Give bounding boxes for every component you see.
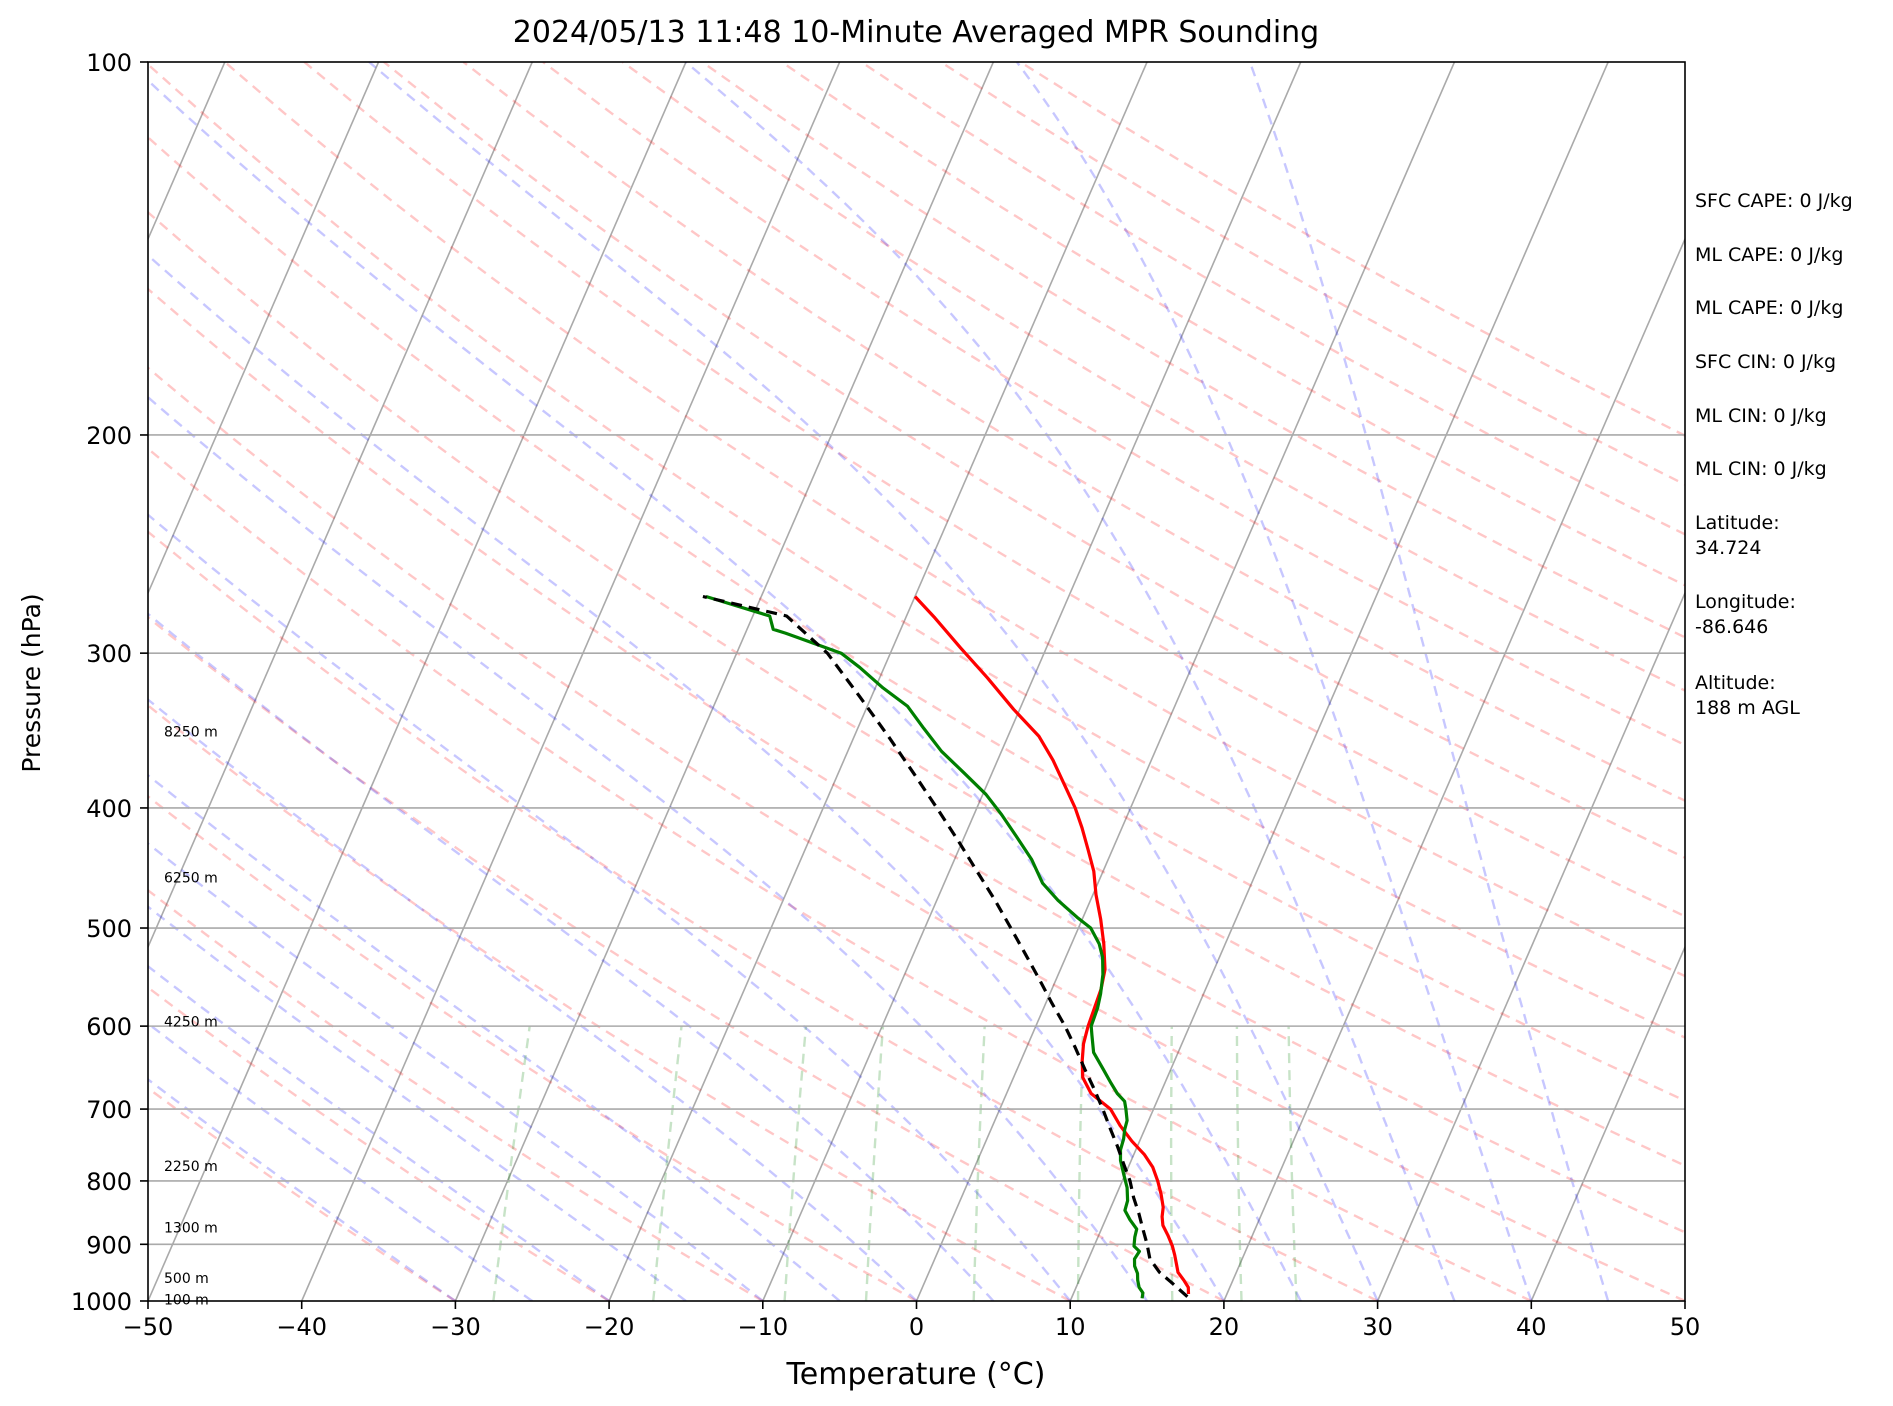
y-axis-ticks: 100 200 300 400 500 600 700 800 900 1000 xyxy=(71,49,148,1316)
dry-adiabat-line xyxy=(148,530,1379,1301)
x-tick-label: −40 xyxy=(276,1313,327,1341)
isotherm-line xyxy=(1376,590,1685,1301)
height-label: 8250 m xyxy=(164,724,218,740)
ml-cape-text-2: ML CAPE: 0 J/kg xyxy=(1695,297,1844,319)
y-tick-label: 500 xyxy=(86,915,132,943)
x-tick-label: 0 xyxy=(909,1313,924,1341)
dry-adiabat-line xyxy=(148,135,1685,1103)
dry-adiabat-line xyxy=(224,62,1685,978)
x-tick-label: −50 xyxy=(123,1313,174,1341)
dewpoint-line xyxy=(705,594,1145,1299)
isotherm-line xyxy=(1530,944,1685,1301)
y-tick-label: 900 xyxy=(86,1231,132,1259)
ml-cape-text: ML CAPE: 0 J/kg xyxy=(1695,244,1844,266)
height-label: 1300 m xyxy=(164,1220,218,1236)
parcel-line xyxy=(702,594,1189,1298)
altitude-value: 188 m AGL xyxy=(1695,697,1800,719)
x-tick-label: 50 xyxy=(1670,1313,1701,1341)
dry-adiabat-line xyxy=(148,794,918,1301)
series-layer xyxy=(702,594,1191,1299)
moist-adiabat-line xyxy=(148,1077,457,1301)
isotherm-line xyxy=(1069,62,1609,1301)
x-tick-label: −30 xyxy=(430,1313,481,1341)
chart-title: 2024/05/13 11:48 10-Minute Averaged MPR … xyxy=(513,15,1319,50)
moist-adiabat-line xyxy=(684,62,1456,1301)
y-tick-label: 400 xyxy=(86,795,132,823)
ml-cin-text-2: ML CIN: 0 J/kg xyxy=(1695,458,1827,480)
x-tick-label: 20 xyxy=(1209,1313,1240,1341)
dry-adiabat-line xyxy=(462,62,1685,803)
dry-adiabat-line xyxy=(621,62,1685,692)
x-axis-label: Temperature (°C) xyxy=(786,1357,1046,1392)
ml-cin-text: ML CIN: 0 J/kg xyxy=(1695,405,1827,427)
dry-adiabat-line xyxy=(148,366,1685,1301)
isotherm-line xyxy=(300,62,841,1301)
moist-adiabat-line xyxy=(148,964,610,1301)
y-tick-label: 700 xyxy=(86,1096,132,1124)
x-tick-label: −20 xyxy=(584,1313,635,1341)
isotherm-line xyxy=(762,62,1302,1301)
y-tick-label: 200 xyxy=(86,422,132,450)
y-tick-label: 100 xyxy=(86,49,132,77)
isotherm-line xyxy=(1223,236,1685,1301)
y-tick-label: 800 xyxy=(86,1168,132,1196)
longitude-value: -86.646 xyxy=(1695,616,1769,638)
plot-area xyxy=(148,62,1685,1301)
moist-adiabat-line xyxy=(148,1022,533,1301)
moist-adiabat-line xyxy=(148,773,841,1301)
moist-adiabat-line xyxy=(148,612,995,1301)
pressure-grid xyxy=(148,434,1685,1246)
moist-adiabat-line xyxy=(1015,62,1533,1301)
dry-adiabat-line xyxy=(148,703,1071,1301)
moist-adiabat-line xyxy=(148,842,764,1301)
y-tick-label: 1000 xyxy=(71,1288,132,1316)
isotherm-line xyxy=(915,62,1456,1301)
sfc-cin-text: SFC CIN: 0 J/kg xyxy=(1695,351,1837,373)
x-axis-ticks: −50 −40 −30 −20 −10 0 10 20 30 40 50 xyxy=(123,1301,1701,1341)
moist-adiabat-line xyxy=(1248,62,1610,1301)
temperature-line xyxy=(913,595,1191,1295)
dry-adiabat-line xyxy=(303,62,1685,918)
latitude-label: Latitude: xyxy=(1695,512,1780,534)
moist-adiabat-line xyxy=(148,905,687,1301)
y-tick-label: 600 xyxy=(86,1013,132,1041)
y-tick-label: 300 xyxy=(86,640,132,668)
isotherm-line xyxy=(148,62,533,950)
longitude-label: Longitude: xyxy=(1695,591,1796,613)
height-label: 2250 m xyxy=(164,1159,218,1175)
height-label: 6250 m xyxy=(164,870,218,886)
moist-adiabat-line xyxy=(148,253,1225,1301)
dry-adiabat-line xyxy=(148,287,1685,1234)
moist-adiabat-line xyxy=(148,698,918,1301)
altitude-label: Altitude: xyxy=(1695,672,1776,694)
isotherm-line xyxy=(454,62,995,1301)
x-tick-label: −10 xyxy=(737,1313,788,1341)
dry-adiabat-line xyxy=(148,1086,457,1301)
moist-adiabat-line xyxy=(368,62,1379,1301)
x-tick-label: 10 xyxy=(1055,1313,1086,1341)
background-lines xyxy=(148,62,1685,1301)
x-tick-label: 40 xyxy=(1516,1313,1547,1341)
latitude-value: 34.724 xyxy=(1695,537,1762,559)
dry-adiabat-line xyxy=(148,62,1685,1039)
sfc-cape-text: SFC CAPE: 0 J/kg xyxy=(1695,190,1853,212)
isotherm-line xyxy=(148,62,380,596)
isotherm-line xyxy=(148,62,687,1301)
dry-adiabat-line xyxy=(148,615,1225,1301)
height-label: 4250 m xyxy=(164,1015,218,1031)
dry-adiabat-line xyxy=(781,62,1685,587)
moist-adiabat-line xyxy=(148,395,1148,1301)
y-axis-label: Pressure (hPa) xyxy=(17,593,46,772)
height-label: 500 m xyxy=(164,1271,209,1287)
dry-adiabat-line xyxy=(542,62,1685,747)
x-tick-label: 30 xyxy=(1362,1313,1393,1341)
